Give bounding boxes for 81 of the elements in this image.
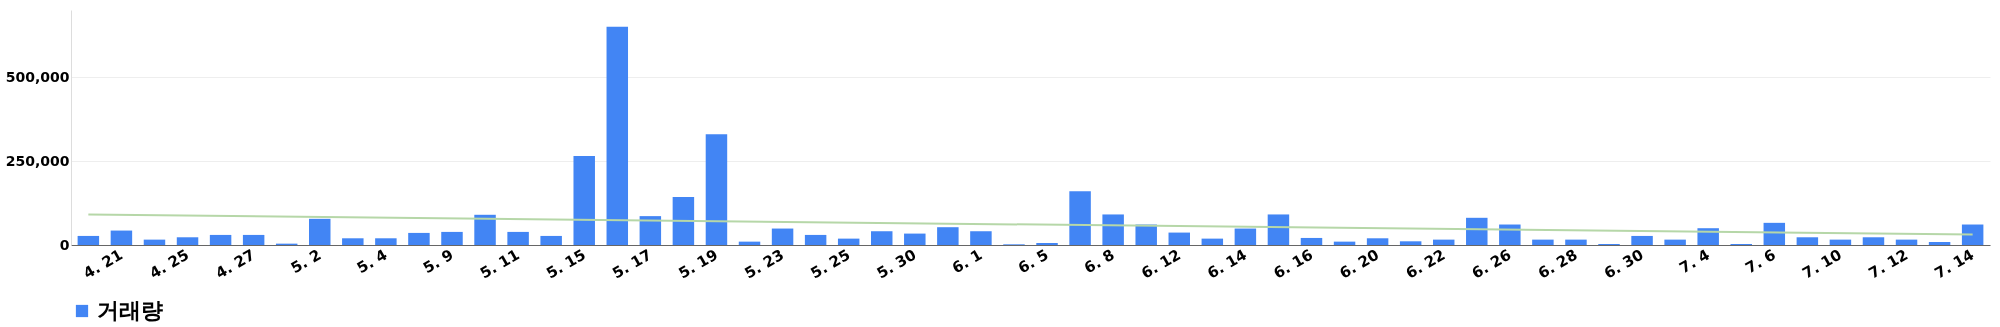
x-tick-label: 5. 17 [609, 245, 655, 283]
bar [573, 156, 595, 245]
bar [1565, 239, 1587, 245]
bar [1366, 238, 1389, 245]
x-tick-label: 6. 5 [1014, 245, 1052, 278]
x-tick-label: 6. 30 [1600, 245, 1647, 283]
bar [1532, 239, 1554, 245]
x-tick-label: 7. 6 [1742, 245, 1779, 278]
x-tick-label: 6. 28 [1534, 245, 1581, 283]
x-tick-label: 5. 2 [287, 245, 325, 278]
bar [1664, 239, 1686, 245]
x-tick-label: 5. 25 [807, 245, 854, 283]
bar [1796, 237, 1819, 245]
bar [771, 228, 794, 245]
bar [540, 235, 562, 245]
bar [1300, 237, 1323, 245]
y-tick-label: 0 [59, 236, 70, 253]
y-tick-label: 500,000 [5, 68, 70, 85]
bar [970, 231, 992, 245]
x-tick-label: 6. 12 [1138, 245, 1184, 283]
bar [1829, 239, 1852, 245]
bar [1069, 191, 1091, 245]
bar [1234, 228, 1257, 245]
x-tick-label: 6. 26 [1468, 245, 1515, 283]
bar [639, 216, 662, 245]
bar [242, 234, 265, 245]
x-tick-label: 6. 14 [1204, 245, 1250, 283]
bar [1862, 237, 1885, 245]
bar [408, 232, 430, 245]
y-tick-label: 250,000 [5, 152, 70, 169]
bar [804, 234, 827, 245]
bar [1895, 239, 1918, 245]
x-tick-label: 6. 1 [948, 245, 986, 278]
x-tick-label: 7. 4 [1676, 245, 1713, 278]
bar [606, 26, 629, 245]
bar [209, 234, 232, 245]
bar [1201, 238, 1224, 245]
x-tick-label: 6. 16 [1270, 245, 1316, 283]
x-tick-label: 4. 27 [212, 245, 259, 283]
bar [342, 238, 364, 245]
x-tick-label: 5. 9 [419, 245, 457, 278]
bar [1168, 232, 1190, 245]
bar [1499, 224, 1521, 245]
x-tick-label: 5. 19 [675, 245, 721, 283]
bar [375, 238, 397, 245]
x-tick-label: 6. 8 [1081, 245, 1118, 278]
x-tick-label: 7. 14 [1931, 245, 1978, 283]
x-tick-label: 4. 25 [146, 245, 193, 283]
bar [77, 235, 100, 245]
x-tick-label: 5. 30 [873, 245, 920, 283]
bar [143, 239, 166, 245]
bar [904, 233, 926, 245]
bar [937, 227, 959, 245]
x-tick-label: 7. 12 [1865, 245, 1912, 283]
bar [110, 230, 133, 245]
x-tick-label: 7. 10 [1799, 245, 1845, 283]
bar [309, 218, 331, 245]
bar [441, 231, 463, 245]
bar [1961, 224, 1984, 245]
bar [474, 214, 496, 245]
x-tick-label: 5. 15 [543, 245, 589, 283]
bar [507, 231, 529, 245]
x-tick-label: 6. 20 [1336, 245, 1383, 283]
bar [1036, 242, 1058, 245]
bar [176, 237, 199, 245]
bar [705, 134, 728, 245]
x-tick-label: 5. 23 [741, 245, 788, 283]
bar [1631, 235, 1653, 245]
bar [672, 196, 695, 245]
bar [1102, 214, 1124, 245]
bar [1432, 239, 1455, 245]
bar [1267, 214, 1290, 245]
x-tick-label: 5. 11 [477, 245, 523, 283]
x-tick-label: 6. 22 [1402, 245, 1449, 283]
bar [871, 231, 893, 245]
x-tick-label: 4. 21 [80, 245, 126, 283]
bar [837, 238, 860, 245]
legend-label: 거래량 [97, 298, 163, 323]
x-tick-label: 5. 4 [353, 245, 391, 278]
bar [1928, 241, 1951, 245]
bar [1399, 241, 1422, 245]
